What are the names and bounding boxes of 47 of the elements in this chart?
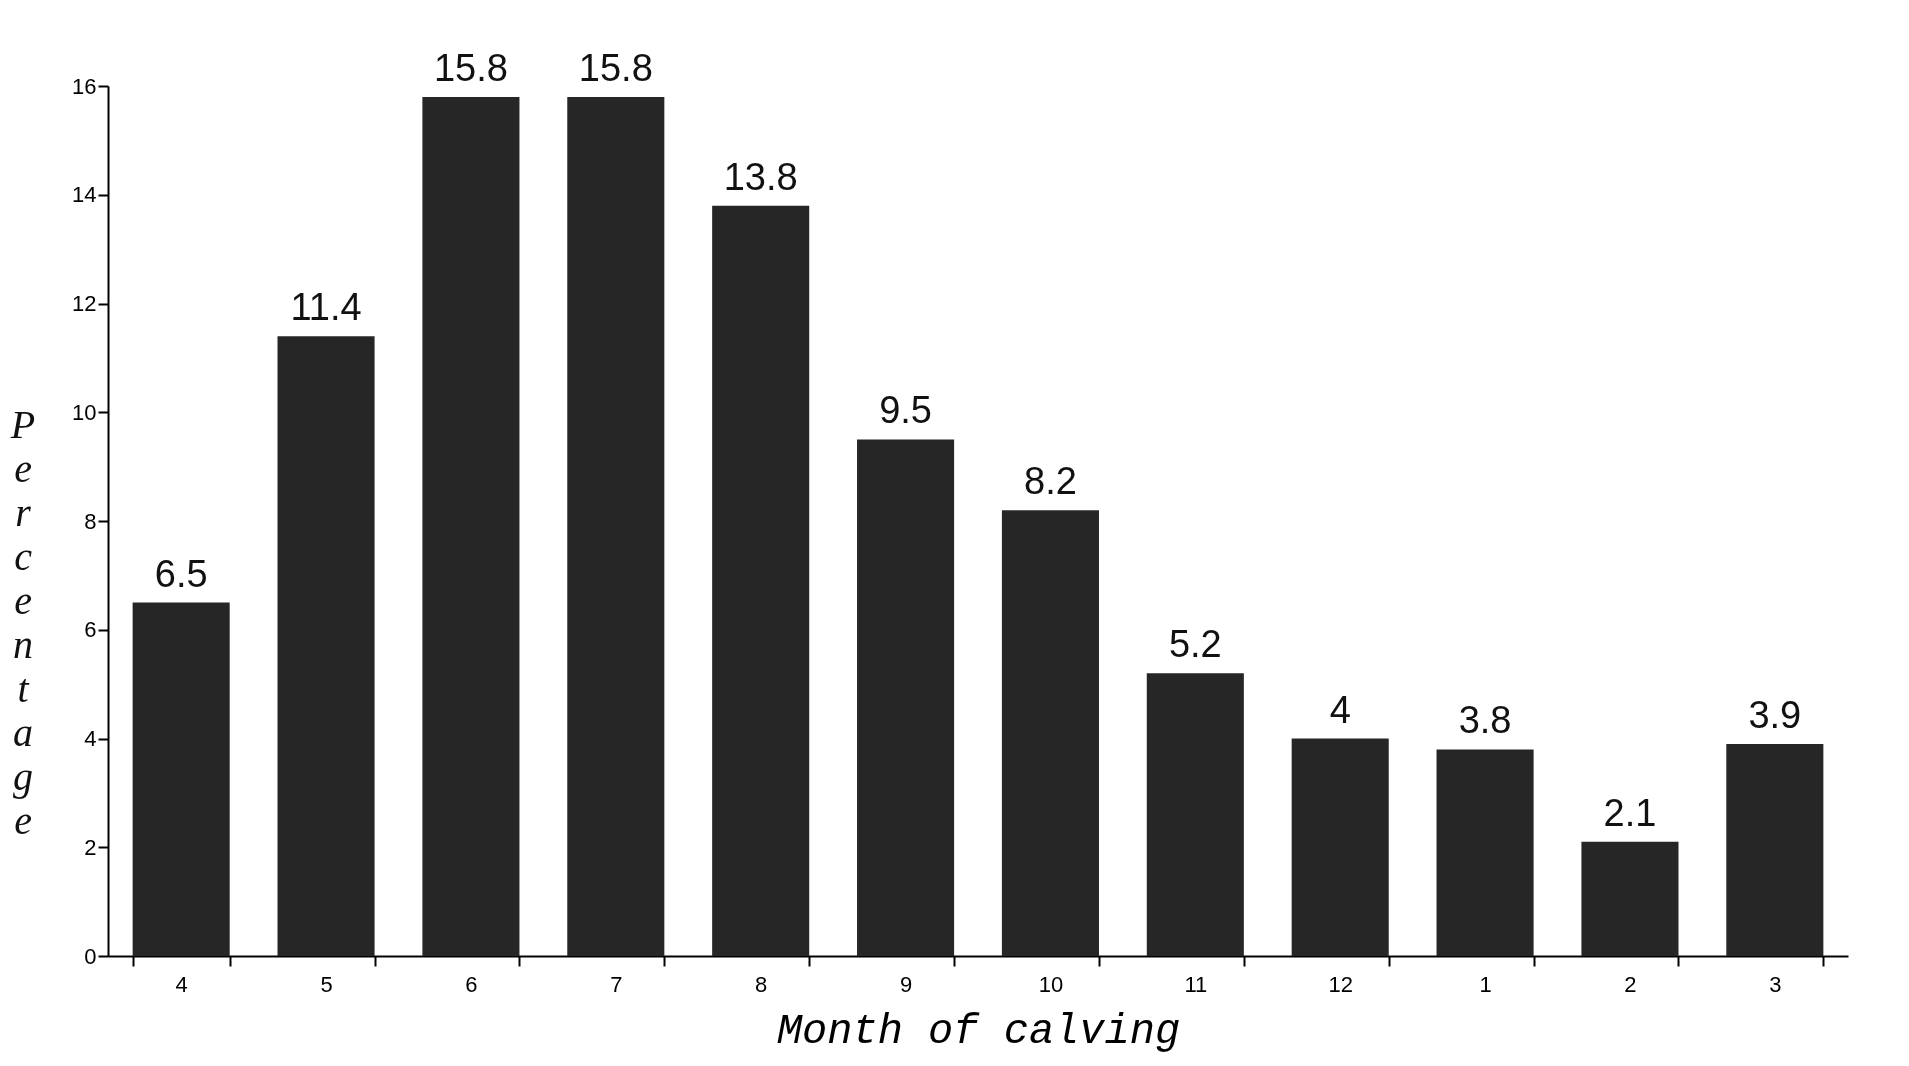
x-tick-label: 11: [1184, 971, 1208, 997]
data-label: 8.2: [1024, 460, 1077, 503]
x-tick-label: 6: [465, 971, 478, 997]
y-tick-label: 14: [72, 182, 97, 208]
y-tick-label: 8: [84, 508, 97, 534]
data-label: 11.4: [290, 286, 362, 329]
bar: [422, 96, 520, 956]
bar: [1581, 841, 1679, 956]
data-label: 3.8: [1458, 699, 1512, 742]
bar: [1726, 743, 1824, 956]
x-axis-title: Month of calving: [776, 1007, 1181, 1056]
data-label: 15.8: [433, 46, 508, 89]
x-tick-label: 9: [899, 971, 913, 997]
bar: [1291, 738, 1389, 956]
text: Percentage: [10, 402, 36, 843]
data-label: 3.9: [1748, 693, 1802, 736]
x-tick-label: 2: [1624, 971, 1637, 997]
x-tick-label: 12: [1328, 971, 1353, 997]
x-tick-label: 7: [610, 971, 623, 997]
y-tick-label: 2: [84, 834, 97, 860]
data-label: 15.8: [578, 46, 653, 89]
bar: [1001, 510, 1099, 956]
data-label: 2.1: [1603, 791, 1657, 834]
y-tick-label: 6: [84, 617, 97, 643]
x-tick-label: 1: [1479, 971, 1492, 997]
data-label: 5.2: [1168, 623, 1222, 666]
data-label: 4: [1329, 688, 1351, 731]
bar: [567, 96, 665, 956]
bar: [1146, 673, 1244, 956]
bar: [857, 439, 955, 956]
y-tick-label: 0: [84, 943, 97, 969]
x-tick-label: 10: [1038, 971, 1064, 997]
y-tick-label: 16: [72, 73, 97, 99]
y-tick-label: 12: [72, 291, 97, 316]
bar: [132, 602, 230, 956]
data-label: 9.5: [879, 389, 932, 432]
bar: [1436, 749, 1534, 956]
x-tick-label: 4: [175, 971, 188, 997]
y-tick-label: 10: [72, 399, 97, 425]
y-tick-label: 4: [84, 726, 97, 751]
bar: [712, 205, 810, 956]
x-tick-label: 3: [1769, 971, 1782, 997]
bar: [277, 336, 375, 956]
x-tick-label: 8: [755, 971, 768, 997]
data-label: 13.8: [723, 155, 798, 198]
x-tick-label: 5: [320, 971, 333, 997]
data-label: 6.5: [154, 552, 208, 595]
